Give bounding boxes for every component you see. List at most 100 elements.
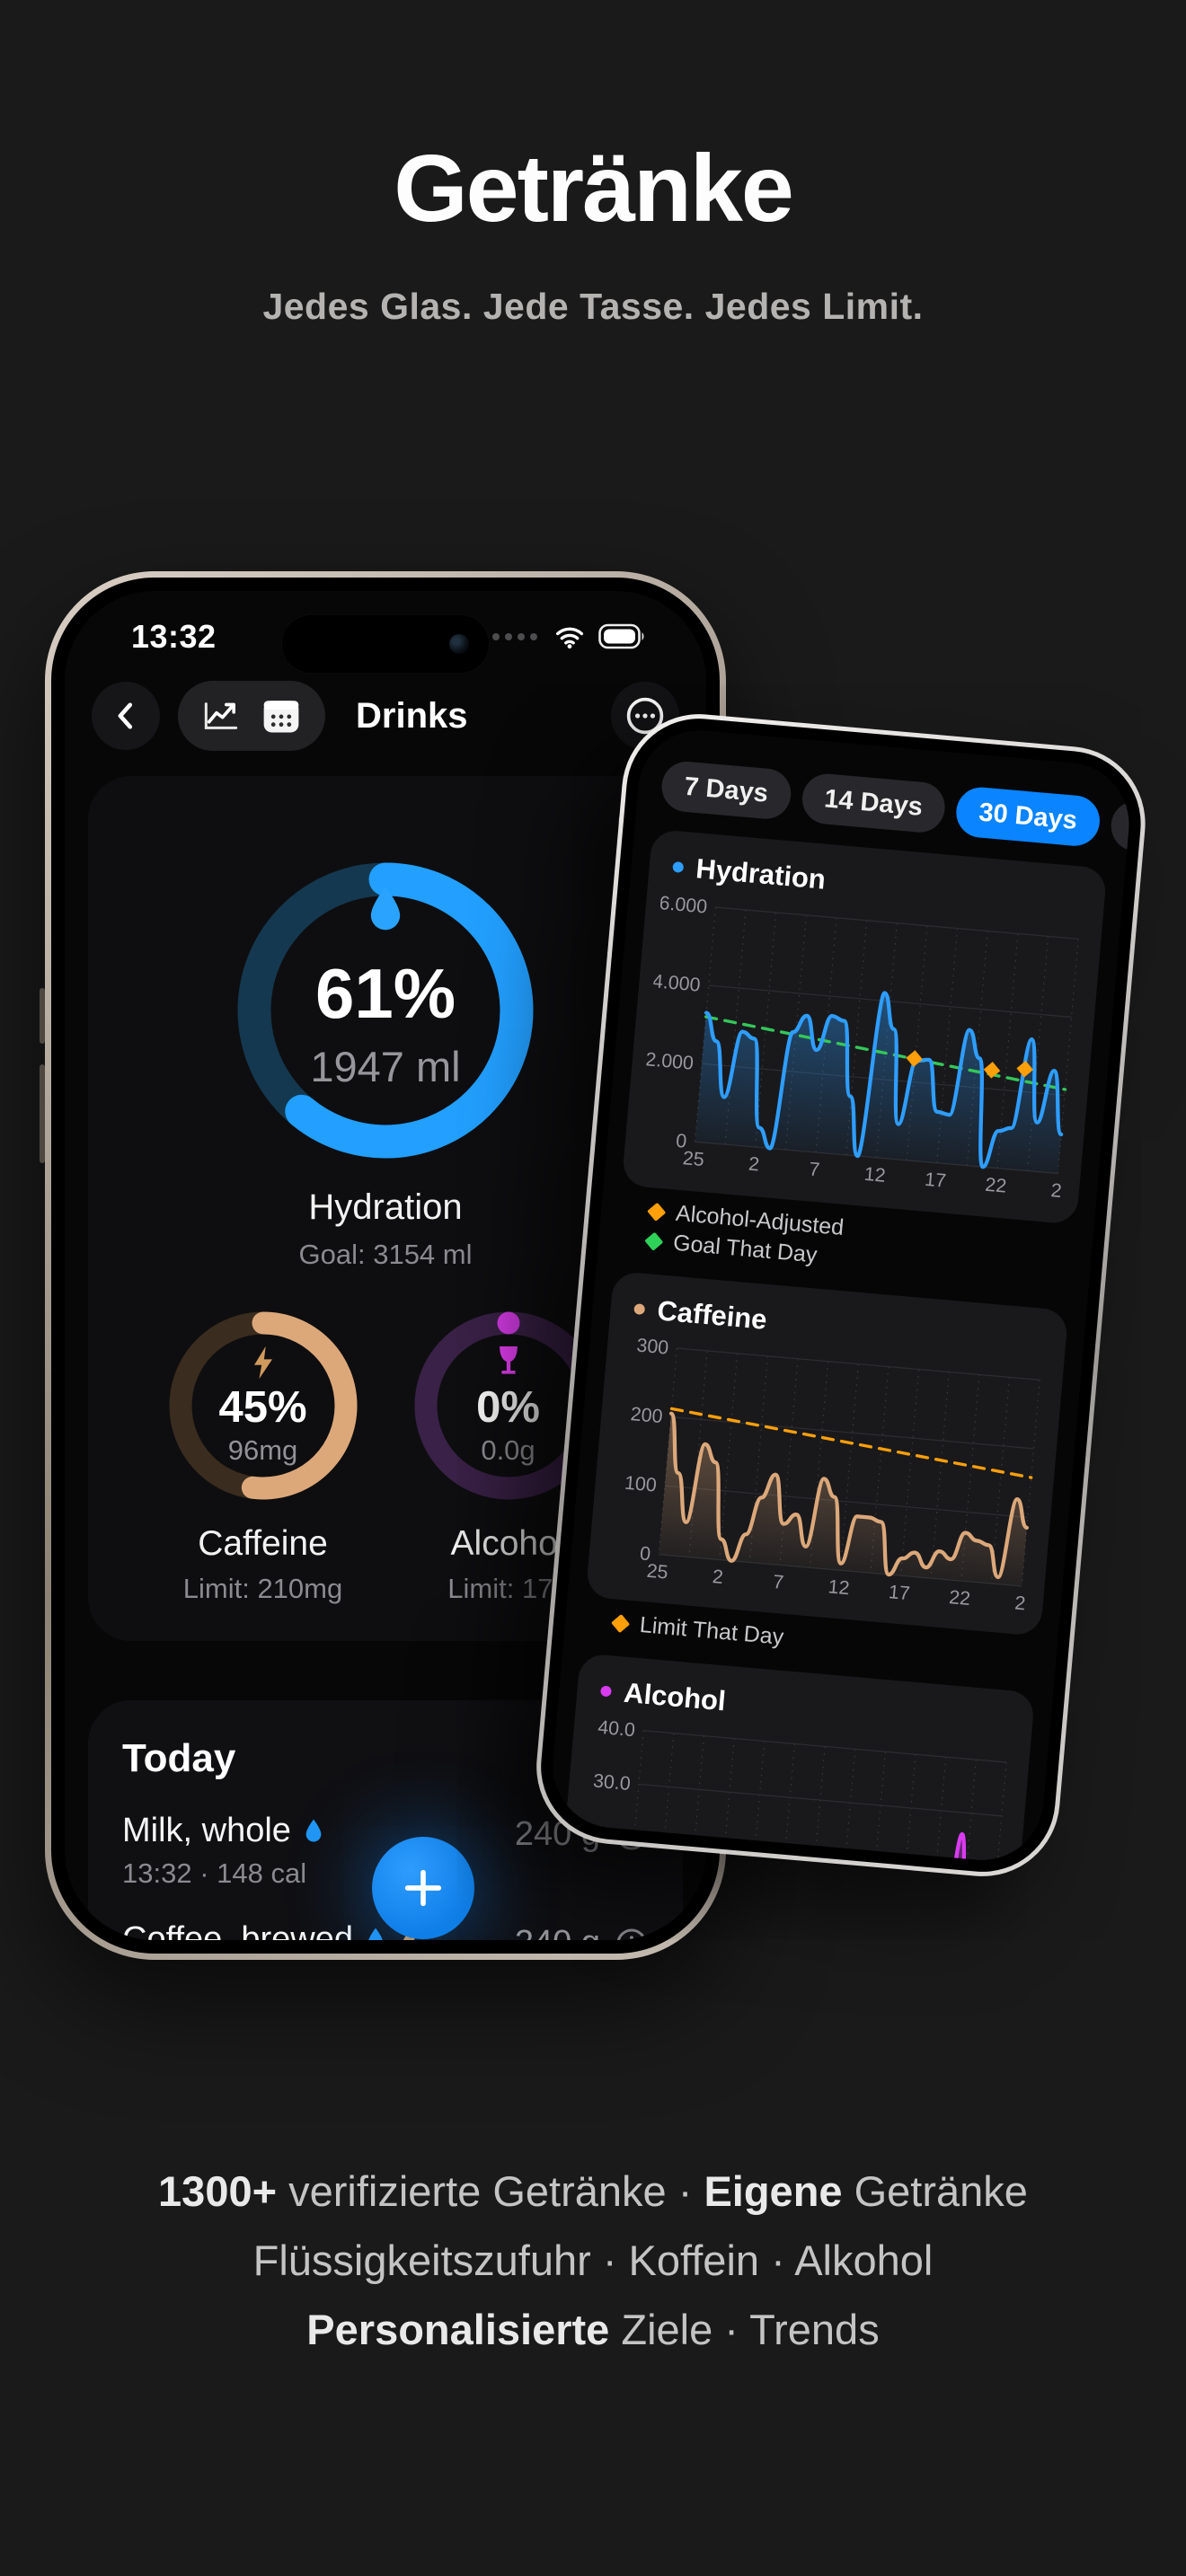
svg-text:6.000: 6.000 (659, 892, 708, 918)
caffeine-chart-card: Caffeine 25 2 7 12 17 22 2 300 200 100 0 (585, 1270, 1069, 1636)
caffeine-amount: 96mg (227, 1434, 298, 1466)
view-toggle[interactable] (178, 681, 325, 751)
svg-text:0: 0 (675, 1130, 687, 1152)
front-camera (449, 634, 469, 654)
svg-text:2: 2 (712, 1566, 724, 1588)
legend-diamond-icon (611, 1613, 631, 1634)
drink-name: Milk, whole (122, 1812, 325, 1850)
battery-icon (598, 623, 644, 649)
drink-amount: 240 g (515, 1924, 600, 1940)
daily-rings-card: 61% 1947 ml Hydration Goal: 3154 ml (88, 776, 683, 1641)
hydration-percent: 61% (314, 954, 456, 1033)
drinks-screen: 13:32 (65, 591, 706, 1940)
svg-text:2: 2 (1050, 1179, 1063, 1202)
footer-text: Eigene (704, 2167, 843, 2215)
water-drop-icon (305, 1819, 322, 1842)
trends-screen: 7 Days 14 Days 30 Days More Hydration 25 2 7 12… (547, 725, 1135, 1866)
add-drink-fab[interactable] (372, 1837, 474, 1939)
today-header: Today (122, 1736, 236, 1780)
bolt-icon (253, 1345, 272, 1380)
trends-chart-icon[interactable] (201, 698, 241, 734)
dynamic-island (281, 614, 490, 674)
alcohol-amount: 0.0g (481, 1434, 535, 1466)
caffeine-label: Caffeine (198, 1524, 328, 1563)
svg-text:300: 300 (636, 1335, 670, 1359)
svg-text:0: 0 (639, 1542, 651, 1565)
footer-line-1: 1300+ verifizierte Getränke · Eigene Get… (0, 2166, 1186, 2216)
svg-text:7: 7 (808, 1159, 820, 1181)
svg-text:12: 12 (863, 1163, 887, 1187)
hydration-chart-card: Hydration 25 2 7 12 17 22 2 6.000 4.000 2.000 0 (621, 828, 1108, 1225)
range-filter-7-days[interactable]: 7 Days (659, 759, 793, 821)
page-subtitle: Jedes Glas. Jede Tasse. Jedes Limit. (262, 286, 924, 327)
alcohol-limit: Limit: 17g (447, 1573, 569, 1604)
svg-text:100: 100 (624, 1472, 658, 1496)
status-bar: 13:32 (65, 591, 706, 656)
phone-mockup-left: 13:32 (45, 571, 726, 1960)
water-drop-icon (368, 1928, 383, 1940)
calendar-icon[interactable] (261, 696, 302, 736)
range-filter-30-days[interactable]: 30 Days (954, 785, 1102, 849)
volume-up-button (40, 988, 45, 1044)
hydration-amount: 1947 ml (310, 1043, 461, 1090)
footer-line-2: Flüssigkeitszufuhr · Koffein · Alkohol (0, 2236, 1186, 2285)
hydration-ring: 61% 1947 ml (235, 860, 535, 1160)
volume-down-button (40, 1064, 45, 1163)
wine-glass-icon (499, 1346, 518, 1374)
footer-text: 1300+ (158, 2167, 278, 2215)
page-title: Getränke (394, 136, 794, 242)
svg-text:22: 22 (984, 1174, 1007, 1197)
legend-label: Limit That Day (638, 1611, 785, 1650)
drink-name: Coffee, brewed (122, 1920, 420, 1940)
phone-mockup-right: 7 Days 14 Days 30 Days More Hydration 25 2 7 12… (530, 708, 1152, 1883)
svg-text:2: 2 (1013, 1592, 1026, 1615)
series-color-dot (672, 860, 685, 873)
svg-text:7: 7 (772, 1571, 784, 1593)
caffeine-percent: 45% (218, 1383, 307, 1432)
alcohol-percent: 0% (476, 1383, 540, 1432)
caffeine-ring: 45% 96mg Caffeine Limit: 210mg (140, 1310, 385, 1605)
alcohol-adjusted-marker (906, 1050, 923, 1067)
series-color-dot (633, 1303, 646, 1316)
svg-text:200: 200 (630, 1403, 664, 1427)
back-button[interactable] (92, 682, 160, 750)
wifi-icon (556, 627, 583, 649)
svg-text:22: 22 (948, 1586, 971, 1610)
svg-text:2.000: 2.000 (644, 1048, 694, 1074)
range-filter-more[interactable]: More (1109, 798, 1135, 861)
drink-meta: 13:32 · 148 cal (122, 1857, 307, 1889)
screen-title: Drinks (356, 695, 468, 736)
caffeine-limit: Limit: 210mg (182, 1573, 343, 1604)
footer-text: Flüssigkeitszufuhr · Koffein · Alkohol (252, 2236, 934, 2284)
hydration-goal: Goal: 3154 ml (298, 1239, 473, 1270)
water-drop-icon (362, 884, 409, 936)
svg-text:25: 25 (646, 1560, 669, 1584)
status-time: 13:32 (131, 618, 217, 655)
svg-text:25: 25 (682, 1147, 705, 1170)
range-filter-14-days[interactable]: 14 Days (800, 772, 948, 834)
svg-text:2: 2 (748, 1153, 760, 1176)
legend-diamond-icon (644, 1231, 664, 1251)
nav-bar: Drinks (65, 681, 706, 751)
phone-bezel: 7 Days 14 Days 30 Days More Hydration 25 2 7 12… (535, 712, 1147, 1878)
footer-text: verifizierte Getränke · (277, 2167, 704, 2215)
svg-text:30.0: 30.0 (592, 1770, 632, 1795)
svg-text:4.000: 4.000 (651, 970, 701, 996)
series-color-dot (599, 1685, 612, 1698)
alcohol-label: Alcohol (450, 1524, 566, 1563)
hydration-label: Hydration (308, 1187, 463, 1227)
cellular-signal-icon (492, 633, 537, 640)
footer-text: Personalisierte (306, 2306, 610, 2353)
today-card: Today Milk, whole 13:32 · 148 cal 240 g Cof… (88, 1700, 683, 1940)
svg-text:17: 17 (888, 1581, 911, 1604)
charts-column: Hydration 25 2 7 12 17 22 2 6.000 4.000 2.000 0 Alco… (548, 828, 1108, 1866)
footer-text: Ziele · Trends (609, 2306, 880, 2353)
info-icon[interactable] (615, 1927, 649, 1941)
footer-text: Getränke (842, 2167, 1028, 2215)
legend-diamond-icon (647, 1202, 667, 1222)
svg-text:17: 17 (924, 1169, 947, 1192)
svg-text:12: 12 (828, 1575, 851, 1599)
alcohol-adjusted-marker (983, 1062, 1001, 1079)
alcohol-chart-card: Alcohol2527121722240.030.020.010.00.0 (551, 1653, 1036, 1866)
